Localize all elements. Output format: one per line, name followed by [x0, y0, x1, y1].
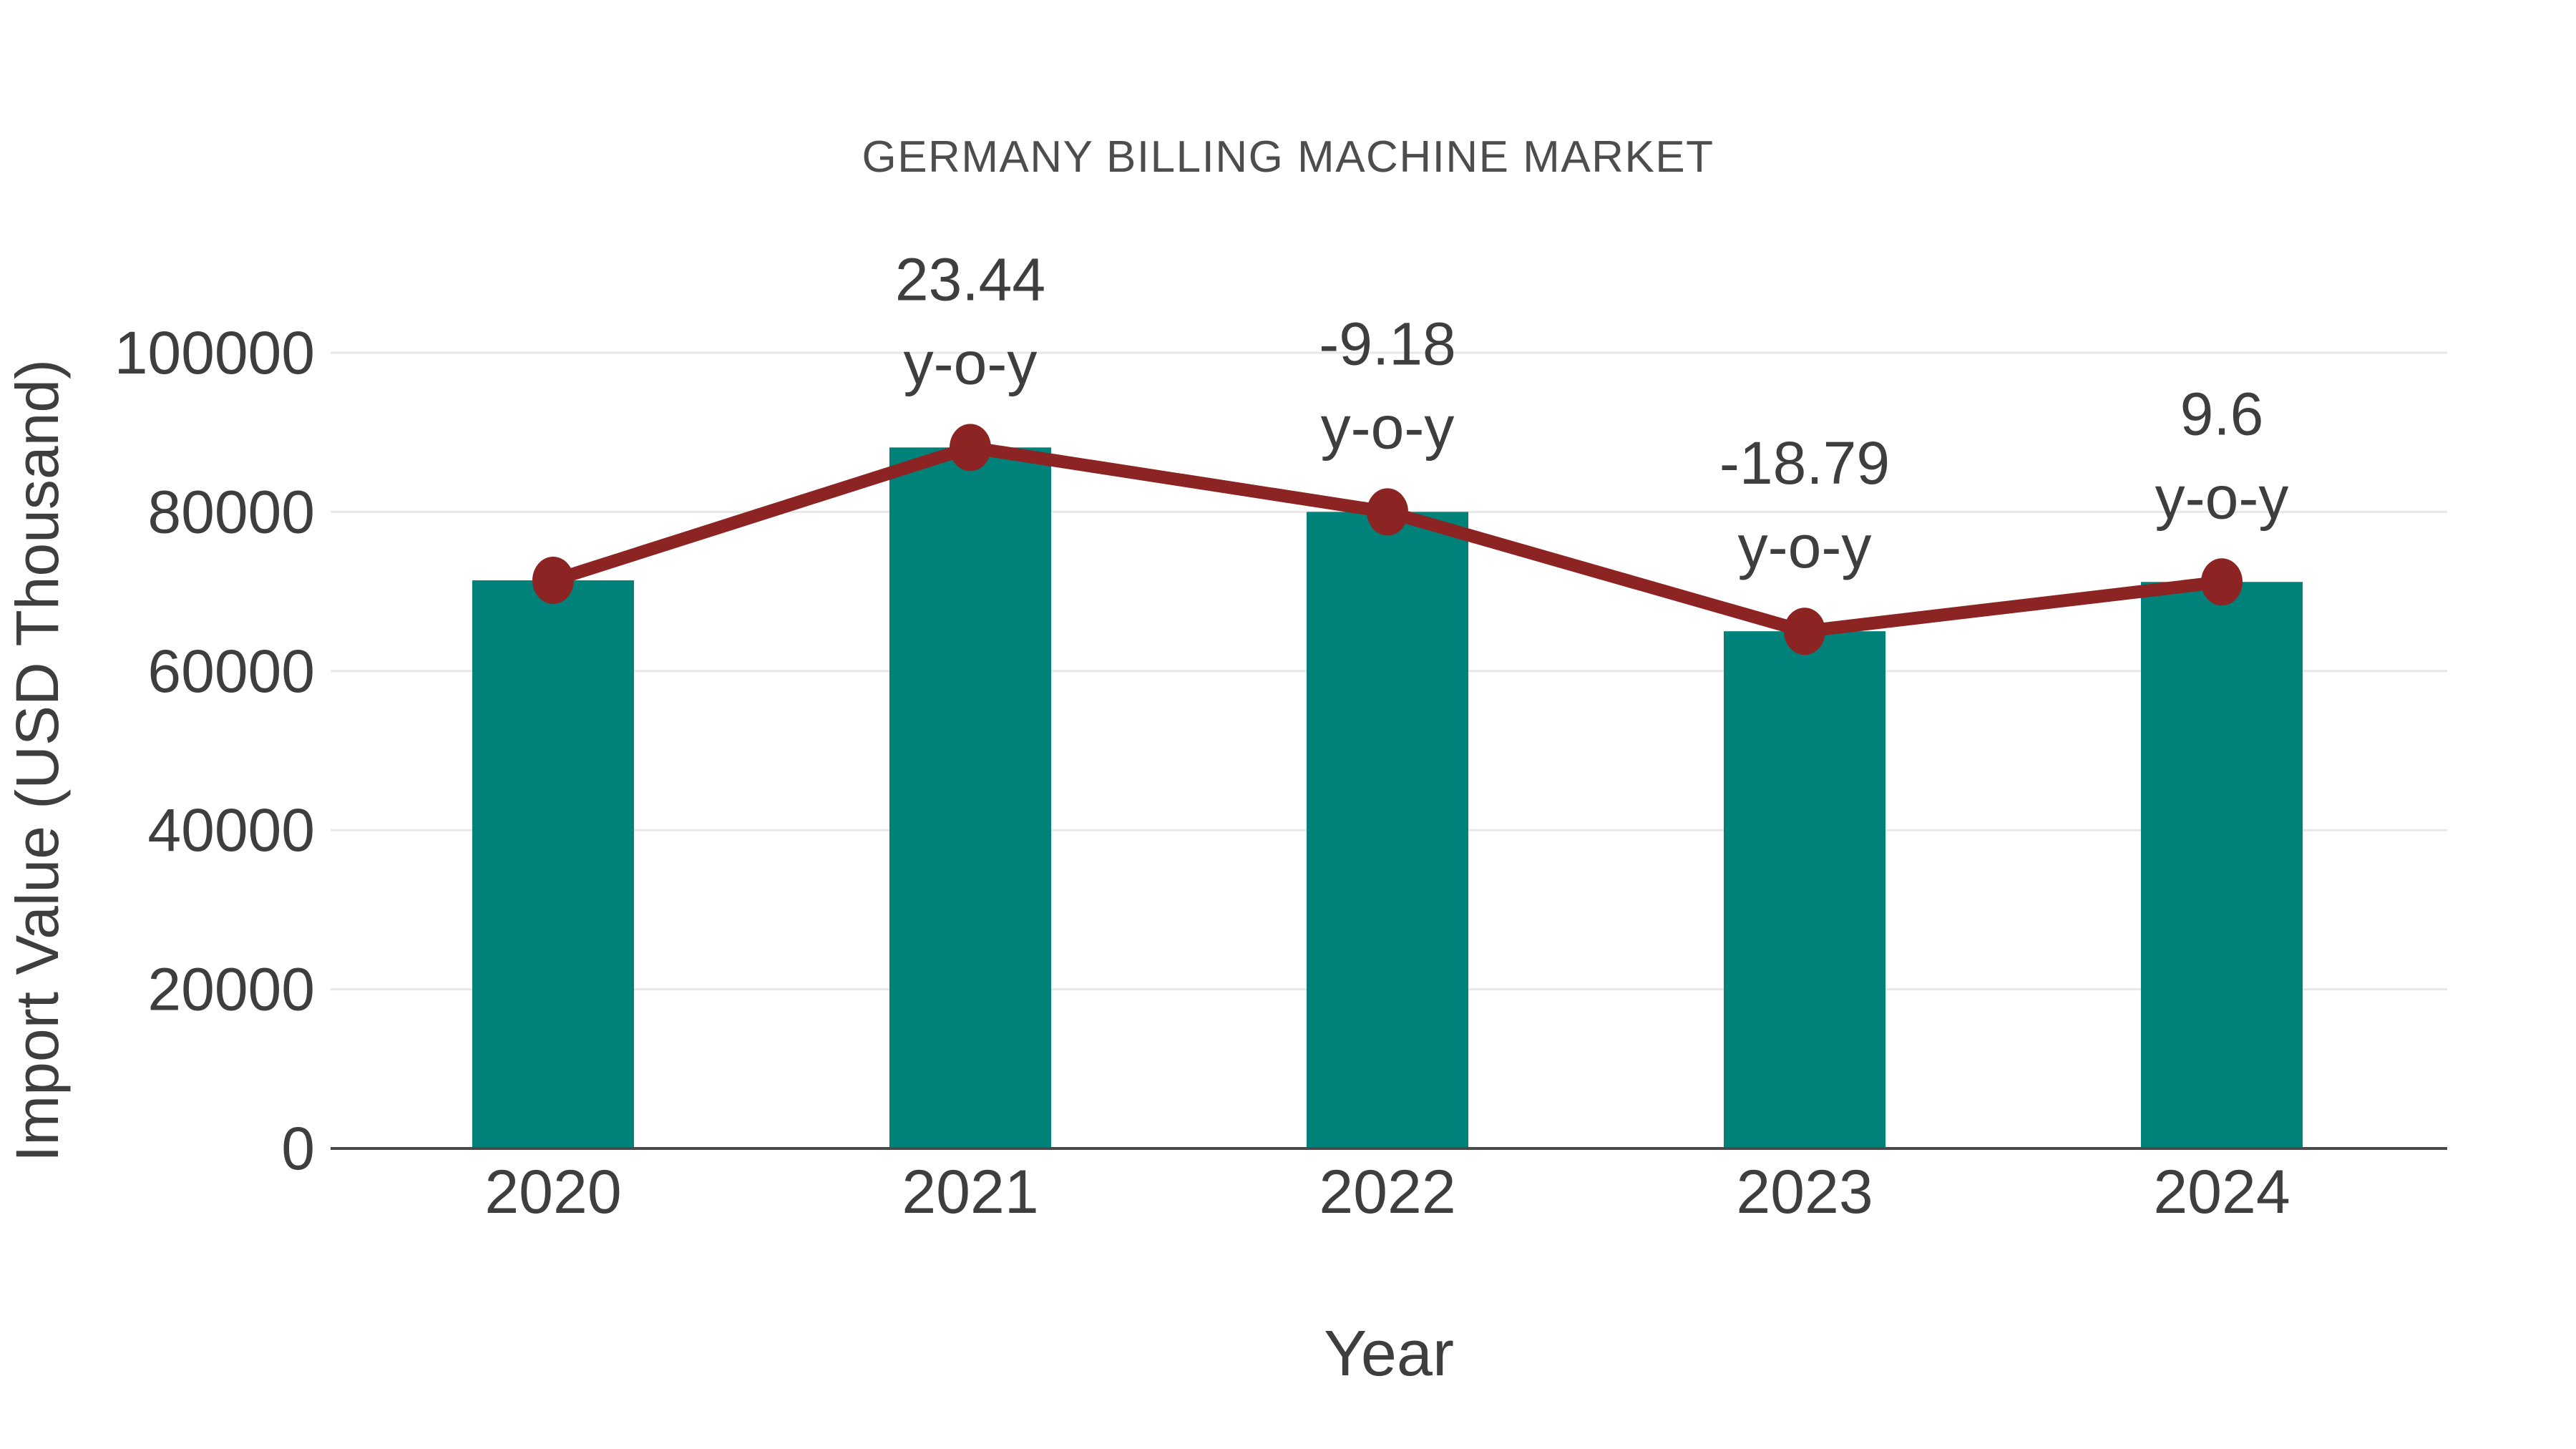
bar-series — [472, 447, 2303, 1148]
bar-2021 — [889, 447, 1051, 1148]
bar-2024 — [2141, 582, 2303, 1148]
marker-2023 — [1784, 608, 1825, 655]
yoy-annotations: 23.44 y-o-y -9.18 y-o-y -18.79 y-o-y 9.6 y-o-y — [895, 245, 2288, 580]
marker-2022 — [1367, 488, 1408, 536]
x-tick-label-2022: 2022 — [1319, 1158, 1455, 1226]
x-axis-title: Year — [1324, 1318, 1454, 1390]
y-tick-label-0: 0 — [281, 1115, 315, 1182]
marker-2024 — [2201, 558, 2243, 606]
x-tick-label-2023: 2023 — [1736, 1158, 1873, 1226]
y-tick-label-20000: 20000 — [147, 956, 315, 1023]
annotation-value-2024: 9.6 — [2180, 380, 2264, 447]
y-tick-label-100000: 100000 — [114, 319, 315, 386]
annotation-suffix-2021: y-o-y — [904, 329, 1038, 396]
x-tick-labels: 2020 2021 2022 2023 2024 — [484, 1158, 2290, 1226]
line-markers — [532, 424, 2243, 655]
annotation-suffix-2022: y-o-y — [1321, 394, 1455, 461]
y-tick-label-40000: 40000 — [147, 796, 315, 864]
marker-2021 — [950, 424, 991, 472]
y-tick-label-60000: 60000 — [147, 638, 315, 705]
y-axis-title: Import Value (USD Thousand) — [4, 359, 71, 1162]
marker-2020 — [532, 557, 574, 605]
annotation-value-2022: -9.18 — [1319, 310, 1455, 377]
x-tick-label-2024: 2024 — [2153, 1158, 2290, 1226]
y-tick-labels: 0 20000 40000 60000 80000 100000 — [114, 319, 315, 1182]
bar-2020 — [472, 580, 634, 1148]
annotation-value-2023: -18.79 — [1719, 429, 1890, 497]
annotation-suffix-2024: y-o-y — [2155, 464, 2289, 531]
bar-2023 — [1724, 631, 1885, 1148]
x-tick-label-2020: 2020 — [484, 1158, 621, 1226]
annotation-value-2021: 23.44 — [895, 245, 1045, 313]
bar-2022 — [1307, 512, 1468, 1148]
x-tick-label-2021: 2021 — [902, 1158, 1038, 1226]
chart-title: GERMANY BILLING MACHINE MARKET — [862, 132, 1714, 182]
annotation-suffix-2023: y-o-y — [1738, 513, 1872, 580]
y-tick-label-80000: 80000 — [147, 478, 315, 545]
